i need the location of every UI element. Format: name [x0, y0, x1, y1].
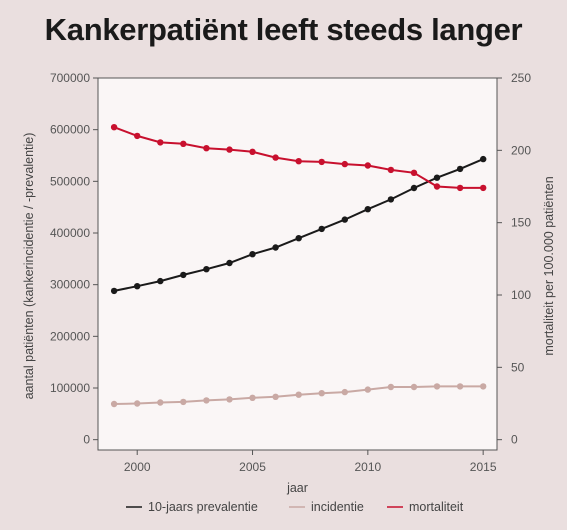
y-axis-right-label: mortaliteit per 100.000 patiënten	[542, 176, 556, 355]
data-point-mortaliteit	[295, 158, 302, 165]
data-point-mortaliteit	[203, 145, 210, 152]
data-point-10-jaars-prevalentie	[134, 283, 141, 290]
data-point-incidentie	[295, 391, 302, 398]
data-point-incidentie	[157, 399, 164, 406]
y-left-tick-label: 300000	[50, 278, 90, 292]
y-left-tick-label: 0	[83, 433, 90, 447]
data-point-mortaliteit	[387, 166, 395, 174]
data-point-incidentie	[249, 394, 256, 401]
data-point-10-jaars-prevalentie	[318, 225, 325, 233]
data-point-incidentie	[410, 383, 418, 391]
data-point-10-jaars-prevalentie	[364, 206, 371, 213]
data-point-mortaliteit	[249, 148, 256, 155]
data-point-10-jaars-prevalentie	[226, 259, 233, 267]
plot-area	[97, 77, 498, 451]
data-point-mortaliteit	[180, 140, 187, 147]
y-right-tick-label: 100	[511, 288, 531, 302]
data-point-mortaliteit	[226, 146, 233, 153]
data-point-incidentie	[341, 388, 348, 396]
data-point-mortaliteit	[110, 124, 118, 131]
data-point-mortaliteit	[410, 169, 418, 176]
data-point-10-jaars-prevalentie	[387, 196, 395, 203]
data-point-mortaliteit	[134, 132, 141, 140]
data-point-mortaliteit	[318, 158, 325, 166]
data-point-incidentie	[110, 400, 118, 408]
y-left-tick-label: 400000	[50, 226, 90, 240]
data-point-10-jaars-prevalentie	[272, 244, 279, 251]
data-point-mortaliteit	[157, 139, 164, 146]
y-axis-left-label: aantal patiënten (kankerincidentie / -pr…	[22, 133, 36, 400]
data-point-incidentie	[134, 400, 141, 407]
data-point-10-jaars-prevalentie	[456, 165, 464, 173]
data-point-10-jaars-prevalentie	[110, 287, 118, 295]
x-tick-label: 2000	[124, 460, 151, 474]
data-point-10-jaars-prevalentie	[410, 184, 418, 192]
x-tick-label: 2015	[470, 460, 497, 474]
data-point-incidentie	[387, 383, 395, 391]
data-point-10-jaars-prevalentie	[341, 216, 348, 223]
data-point-10-jaars-prevalentie	[295, 235, 302, 242]
y-left-tick-label: 200000	[50, 329, 90, 343]
legend-label-incidentie: incidentie	[311, 500, 364, 514]
y-right-tick-label: 50	[511, 360, 525, 374]
data-point-incidentie	[480, 383, 487, 390]
y-left-tick-label: 700000	[50, 71, 90, 85]
data-point-incidentie	[203, 397, 210, 404]
y-right-tick-label: 250	[511, 71, 531, 85]
data-point-mortaliteit	[341, 160, 348, 168]
data-point-mortaliteit	[480, 184, 487, 192]
data-point-10-jaars-prevalentie	[157, 277, 164, 285]
y-left-tick-label: 600000	[50, 123, 90, 137]
x-tick-label: 2005	[239, 460, 266, 474]
data-point-mortaliteit	[364, 162, 371, 169]
y-left-tick-label: 500000	[50, 174, 90, 188]
data-point-10-jaars-prevalentie	[180, 271, 187, 279]
data-point-mortaliteit	[456, 184, 464, 192]
data-point-10-jaars-prevalentie	[249, 251, 256, 258]
data-point-incidentie	[433, 383, 441, 390]
x-axis-label: jaar	[286, 481, 308, 495]
y-right-tick-label: 150	[511, 216, 531, 230]
data-point-mortaliteit	[433, 183, 441, 190]
data-point-incidentie	[456, 383, 464, 390]
data-point-10-jaars-prevalentie	[433, 174, 441, 181]
data-point-10-jaars-prevalentie	[203, 266, 210, 273]
data-point-incidentie	[318, 390, 325, 397]
data-point-incidentie	[272, 393, 279, 400]
x-tick-label: 2010	[354, 460, 381, 474]
y-right-tick-label: 0	[511, 433, 518, 447]
data-point-mortaliteit	[272, 154, 279, 161]
data-point-incidentie	[364, 386, 371, 393]
data-point-incidentie	[226, 396, 233, 403]
y-left-tick-label: 100000	[50, 381, 90, 395]
chart-title: Kankerpatiënt leeft steeds langer	[44, 12, 523, 47]
data-point-10-jaars-prevalentie	[480, 155, 487, 163]
data-point-incidentie	[180, 398, 187, 406]
y-right-tick-label: 200	[511, 143, 531, 157]
legend-label-mortaliteit: mortaliteit	[409, 500, 464, 514]
legend-label-10-jaars-prevalentie: 10-jaars prevalentie	[148, 500, 258, 514]
